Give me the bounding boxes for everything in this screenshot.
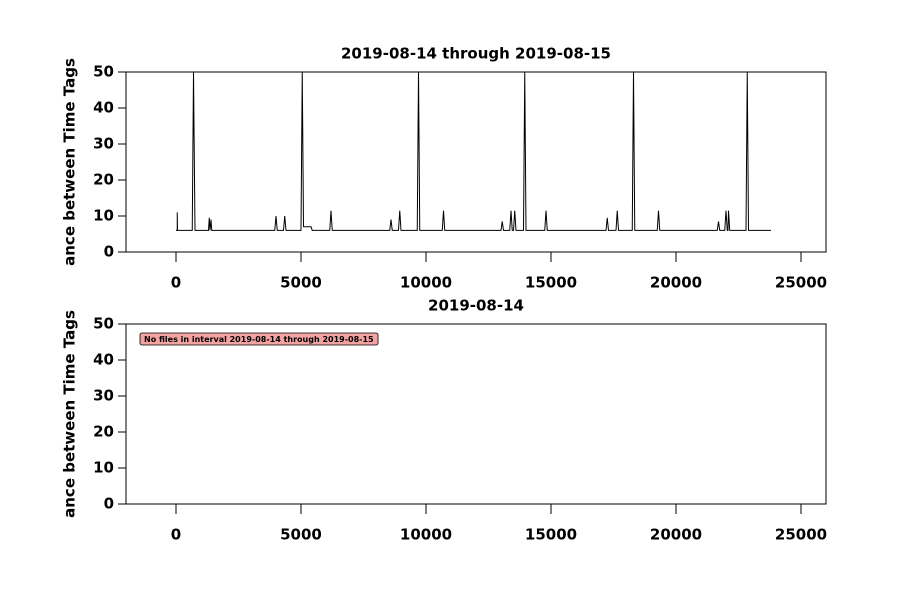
annotation-text: No files in interval 2019-08-14 through … [144,335,374,344]
x-tick-label: 5000 [280,274,322,292]
y-axis-label: ance between Time Tags [61,310,79,518]
x-tick-label: 15000 [525,526,577,544]
x-tick-label: 25000 [775,274,827,292]
y-tick-label: 10 [93,207,114,225]
y-tick-label: 0 [104,495,114,513]
x-tick-label: 20000 [650,274,702,292]
chart-title: 2019-08-14 [428,297,524,315]
y-tick-label: 50 [93,315,114,333]
y-tick-label: 10 [93,459,114,477]
y-tick-label: 50 [93,63,114,81]
x-tick-label: 20000 [650,526,702,544]
y-tick-label: 20 [93,423,114,441]
y-tick-label: 30 [93,135,114,153]
data-line [176,72,771,231]
x-tick-label: 25000 [775,526,827,544]
y-tick-label: 20 [93,171,114,189]
x-tick-label: 10000 [400,274,452,292]
x-tick-label: 5000 [280,526,322,544]
y-tick-label: 30 [93,387,114,405]
chart-title: 2019-08-14 through 2019-08-15 [341,45,611,63]
x-tick-label: 15000 [525,274,577,292]
plot-frame [125,323,827,505]
x-tick-label: 0 [171,274,181,292]
annotation-box [139,332,379,346]
y-tick-label: 40 [93,99,114,117]
annotation: No files in interval 2019-08-14 through … [139,332,379,346]
x-tick-label: 0 [171,526,181,544]
x-tick-label: 10000 [400,526,452,544]
y-tick-label: 40 [93,351,114,369]
y-tick-label: 0 [104,243,114,261]
plot-frame [125,71,827,253]
y-axis-label: ance between Time Tags [61,58,79,266]
